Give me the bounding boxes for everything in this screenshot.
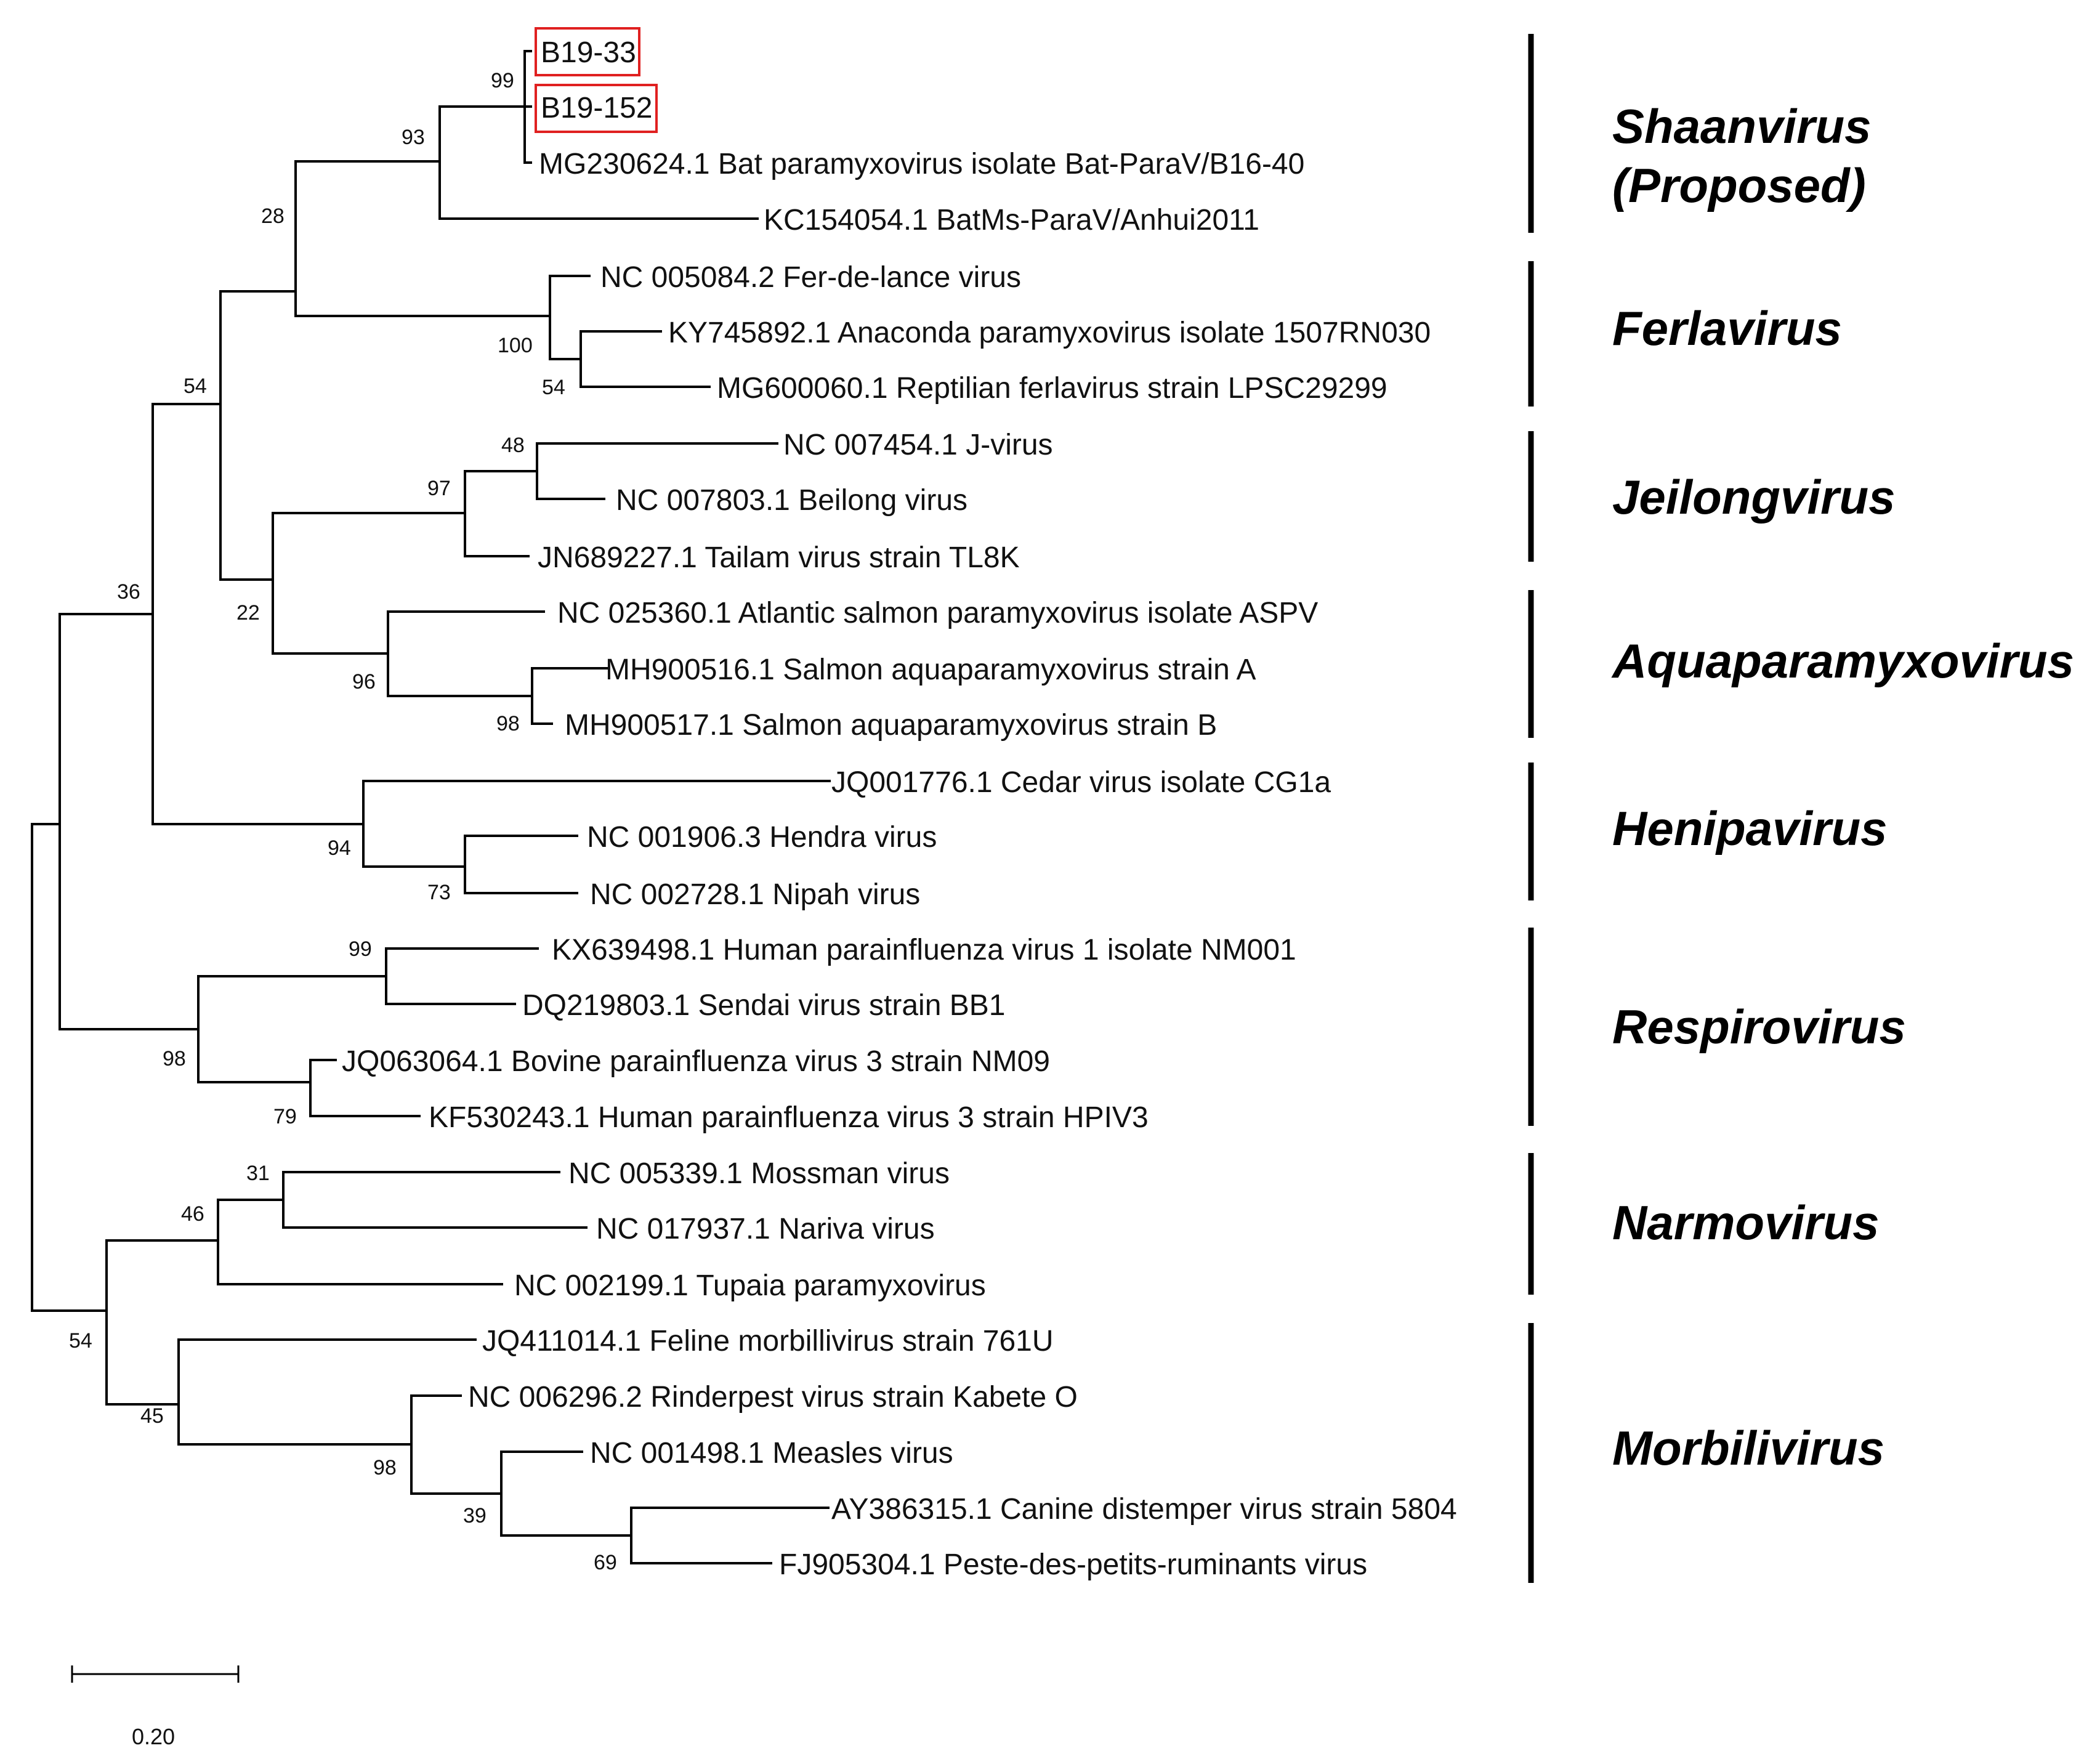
clade-label: Respirovirus (1612, 1000, 1906, 1054)
branch (309, 1059, 421, 1117)
clade-labels: Shaanvirus (Proposed) Ferlavirus Jeilong… (1611, 99, 2074, 1475)
bootstrap-value: 98 (496, 712, 520, 735)
branch (464, 470, 538, 557)
branch (464, 835, 578, 894)
bootstrap-value: 22 (236, 601, 260, 625)
branch (217, 1199, 503, 1285)
leaf-label: KY745892.1 Anaconda paramyxovirus isolat… (668, 317, 1431, 349)
tree-branches (31, 50, 831, 1564)
clade-label: Morbilivirus (1612, 1421, 1884, 1475)
clade-label: Narmovirus (1612, 1196, 1880, 1250)
leaf-label: MH900517.1 Salmon aquaparamyxovirus stra… (565, 709, 1217, 742)
leaf-label: NC 017937.1 Nariva virus (596, 1213, 935, 1245)
bootstrap-value: 28 (261, 204, 285, 228)
leaf-label: NC 001498.1 Measles virus (590, 1437, 953, 1470)
bootstrap-value: 39 (463, 1504, 487, 1527)
leaf-label: NC 006296.2 Rinderpest virus strain Kabe… (468, 1381, 1078, 1414)
leaf-label: JQ411014.1 Feline morbillivirus strain 7… (482, 1325, 1054, 1357)
branch (197, 975, 387, 1083)
leaf-label: MG600060.1 Reptilian ferlavirus strain L… (717, 372, 1387, 405)
scale-bar: 0.20 (71, 1665, 240, 1749)
bootstrap-value: 94 (328, 836, 351, 860)
bootstrap-value: 100 (498, 334, 533, 357)
bootstrap-value: 54 (542, 376, 565, 399)
leaf-label: NC 005339.1 Mossman virus (568, 1157, 950, 1190)
branch (523, 50, 532, 164)
branch (536, 442, 778, 500)
leaf-label: NC 005084.2 Fer-de-lance virus (600, 261, 1021, 294)
branch (362, 780, 831, 868)
branch (59, 613, 200, 1030)
leaf-label: JQ063064.1 Bovine parainfluenza virus 3 … (342, 1045, 1050, 1078)
leaf-label: NC 002728.1 Nipah virus (590, 878, 920, 911)
bootstrap-value: 99 (349, 937, 372, 961)
leaf-label: B19-152 (541, 92, 652, 124)
bootstrap-value: 73 (427, 881, 451, 904)
clade-label: Jeilongvirus (1612, 470, 1895, 524)
bootstrap-value: 99 (491, 69, 514, 92)
bootstrap-value: 69 (594, 1551, 617, 1574)
branch (294, 275, 591, 360)
bootstrap-value: 54 (184, 374, 207, 398)
leaf-label: B19-33 (541, 36, 636, 69)
scale-bar-line (71, 1665, 240, 1683)
leaf-label: NC 001906.3 Hendra virus (587, 821, 937, 854)
leaf-label: JQ001776.1 Cedar virus isolate CG1a (831, 766, 1331, 799)
branch (151, 403, 365, 825)
leaf-label: NC 007803.1 Beilong virus (616, 484, 967, 517)
leaf-label: FJ905304.1 Peste-des-petits-ruminants vi… (779, 1548, 1367, 1581)
leaf-label: MH900516.1 Salmon aquaparamyxovirus stra… (605, 653, 1256, 686)
branch (531, 667, 608, 725)
branch (385, 947, 539, 1005)
bootstrap-labels: 99 93 28 100 54 54 48 97 22 96 98 36 94 … (69, 69, 617, 1574)
bootstrap-value: 36 (117, 580, 140, 604)
highlight-box (535, 27, 640, 76)
branch (438, 105, 759, 220)
bootstrap-value: 98 (163, 1047, 186, 1070)
leaf-labels: B19-33 B19-152 MG230624.1 Bat paramyxovi… (342, 36, 1457, 1581)
leaf-label: KC154054.1 BatMs-ParaV/Anhui2011 (764, 204, 1259, 237)
leaf-label: NC 002199.1 Tupaia paramyxovirus (514, 1269, 986, 1302)
branch (31, 823, 108, 1312)
bootstrap-value: 97 (427, 477, 451, 500)
scale-bar-label: 0.20 (132, 1724, 175, 1749)
branch (580, 330, 711, 388)
bootstrap-value: 48 (501, 434, 525, 457)
bootstrap-value: 79 (273, 1105, 297, 1128)
bootstrap-value: 54 (69, 1329, 92, 1353)
leaf-label: MG230624.1 Bat paramyxovirus isolate Bat… (539, 148, 1304, 180)
leaf-label: KF530243.1 Human parainfluenza virus 3 s… (429, 1101, 1149, 1134)
bootstrap-value: 96 (352, 670, 376, 694)
clade-label: (Proposed) (1612, 158, 1866, 212)
clade-label: Shaanvirus (1612, 99, 1872, 153)
branch (387, 610, 545, 697)
clade-label: Henipavirus (1612, 801, 1887, 856)
bootstrap-value: 93 (402, 126, 425, 149)
leaf-label: JN689227.1 Tailam virus strain TL8K (538, 541, 1020, 574)
leaf-label: NC 025360.1 Atlantic salmon paramyxoviru… (557, 597, 1318, 629)
branch (177, 1338, 477, 1446)
leaf-label: DQ219803.1 Sendai virus strain BB1 (522, 989, 1005, 1022)
bootstrap-value: 46 (181, 1202, 204, 1226)
branch (105, 1239, 219, 1406)
branch (630, 1507, 830, 1564)
highlight-box (535, 84, 658, 133)
branch (219, 290, 297, 581)
leaf-label: KX639498.1 Human parainfluenza virus 1 i… (552, 934, 1296, 966)
branch (410, 1394, 503, 1495)
clade-label: Ferlavirus (1612, 301, 1842, 355)
leaf-label: NC 007454.1 J-virus (783, 429, 1053, 461)
branch (282, 1171, 588, 1229)
clade-label: Aquaparamyxovirus (1611, 634, 2074, 688)
branch (294, 160, 441, 317)
leaf-label: AY386315.1 Canine distemper virus strain… (831, 1493, 1457, 1526)
branch (272, 512, 466, 655)
bootstrap-value: 31 (246, 1162, 270, 1185)
bootstrap-value: 98 (373, 1456, 397, 1479)
bootstrap-value: 45 (140, 1404, 164, 1428)
branch (500, 1450, 632, 1537)
